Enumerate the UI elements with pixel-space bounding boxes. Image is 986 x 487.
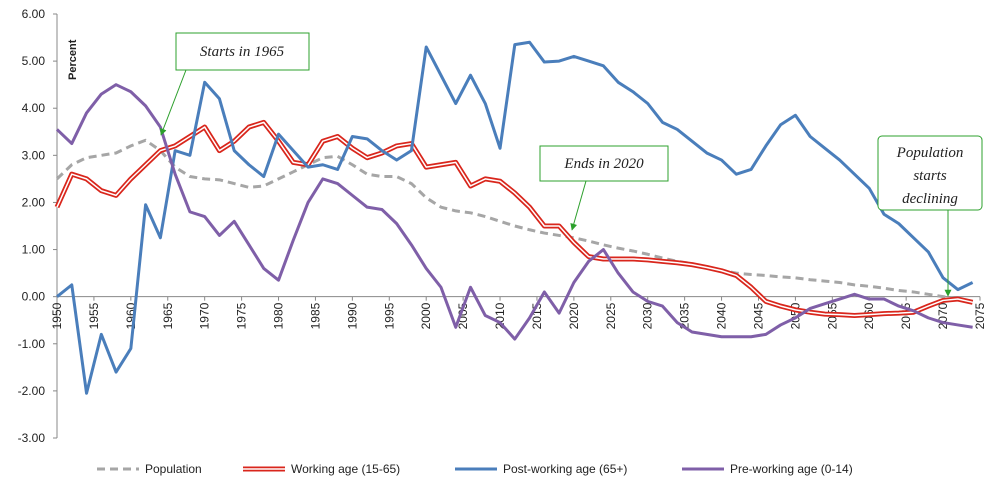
annotation-arrow <box>159 69 187 136</box>
x-tick-label: 2040 <box>715 302 729 329</box>
annotation-text: Ends in 2020 <box>563 156 644 172</box>
x-tick-label: 2035 <box>678 302 692 329</box>
y-tick-label: 5.00 <box>22 54 46 68</box>
series-line <box>56 40 974 395</box>
annotation-arrow <box>570 180 587 231</box>
y-tick-label: -1.00 <box>18 337 46 351</box>
x-tick-label: 1990 <box>345 302 359 329</box>
legend-label: Pre-working age (0-14) <box>730 462 853 476</box>
x-tick-label: 2025 <box>604 302 618 329</box>
annotation: Starts in 1965 <box>159 32 310 136</box>
y-tick-label: 1.00 <box>22 243 46 257</box>
y-tick-label: -2.00 <box>18 384 46 398</box>
legend: Population Working age (15-65) Post-workin… <box>97 462 853 476</box>
annotation-box <box>877 135 983 211</box>
x-tick-label: 2075 <box>973 302 986 329</box>
y-tick-label: 6.00 <box>22 7 46 21</box>
x-tick-label: 2070 <box>936 302 950 329</box>
x-tick-label: 2005 <box>456 302 470 329</box>
y-tick-label: -3.00 <box>18 431 46 445</box>
x-tick-label: 2045 <box>751 302 765 329</box>
series-line <box>55 138 973 303</box>
x-tick-label: 2020 <box>567 302 581 329</box>
x-tick-label: 1980 <box>272 302 286 329</box>
annotation-box <box>539 145 669 182</box>
annotation-text: Starts in 1965 <box>200 44 285 60</box>
x-tick-label: 2000 <box>419 302 433 329</box>
x-tick-label: 1975 <box>235 302 249 329</box>
annotation-text: Population <box>896 145 964 161</box>
series-line <box>55 83 973 341</box>
x-tick-label: 2010 <box>493 302 507 329</box>
x-tick-label: 1970 <box>198 302 212 329</box>
series-line <box>54 119 974 319</box>
y-tick-label: 3.00 <box>22 148 46 162</box>
y-tick-label: 4.00 <box>22 101 46 115</box>
annotation: Ends in 2020 <box>539 145 669 231</box>
x-tick-label: 2030 <box>641 302 655 329</box>
x-tick-label: 1985 <box>308 302 322 329</box>
legend-label: Post-working age (65+) <box>503 462 627 476</box>
y-tick-label: 2.00 <box>22 195 46 209</box>
x-tick-label: 1995 <box>382 302 396 329</box>
series-line-inner <box>56 121 973 317</box>
annotation-text: declining <box>902 191 958 207</box>
x-tick-label: 1950 <box>50 302 64 329</box>
annotation-box <box>175 32 310 71</box>
plot-area: -3.00 -2.00 -1.00 0.00 1.00 2.00 3.00 4.00 5.00 6… <box>18 7 986 445</box>
x-tick-label: 1955 <box>87 302 101 329</box>
legend-label: Working age (15-65) <box>291 462 400 476</box>
x-tick-label: 1965 <box>161 302 175 329</box>
y-tick-label: 0.00 <box>22 290 46 304</box>
annotation-text: starts <box>913 168 947 184</box>
y-axis-label: Percent <box>67 39 79 80</box>
annotation: Population starts declining <box>877 135 983 297</box>
legend-label: Population <box>145 462 202 476</box>
